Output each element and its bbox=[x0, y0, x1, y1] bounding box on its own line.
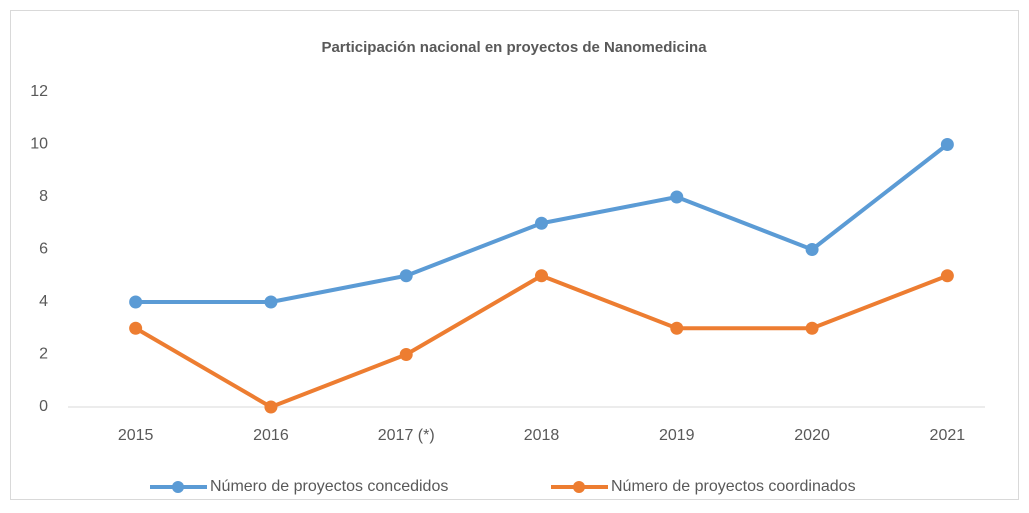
y-tick-label: 4 bbox=[39, 293, 48, 310]
x-tick-label: 2017 (*) bbox=[378, 427, 435, 444]
point bbox=[940, 138, 954, 151]
y-tick-label: 12 bbox=[30, 83, 48, 100]
legend-marker bbox=[172, 481, 184, 493]
point bbox=[670, 321, 684, 335]
x-tick-label: 2019 bbox=[659, 427, 695, 444]
x-tick-label: 2015 bbox=[118, 427, 154, 444]
point bbox=[805, 243, 819, 256]
y-tick-label: 8 bbox=[39, 188, 48, 205]
point bbox=[535, 269, 548, 283]
y-tick-label: 0 bbox=[39, 398, 48, 415]
point bbox=[264, 400, 278, 414]
y-tick-label: 2 bbox=[39, 346, 48, 363]
legend-marker bbox=[573, 481, 585, 493]
point bbox=[535, 216, 548, 230]
y-tick-label: 6 bbox=[39, 241, 48, 258]
x-tick-label: 2020 bbox=[794, 427, 830, 444]
point bbox=[129, 321, 143, 335]
point bbox=[805, 321, 819, 335]
chart-title: Participación nacional en proyectos de N… bbox=[321, 39, 707, 56]
point bbox=[264, 295, 278, 309]
x-tick-label: 2018 bbox=[524, 427, 560, 444]
x-tick-label: 2016 bbox=[253, 427, 289, 444]
chart-border bbox=[10, 10, 1019, 500]
x-tick-label: 2021 bbox=[930, 427, 966, 444]
point bbox=[399, 269, 413, 283]
point bbox=[129, 295, 143, 309]
y-tick-label: 10 bbox=[30, 136, 48, 153]
point bbox=[940, 269, 954, 283]
legend-label: Número de proyectos coordinados bbox=[611, 478, 856, 495]
point bbox=[670, 190, 684, 204]
point bbox=[399, 348, 413, 361]
legend-label: Número de proyectos concedidos bbox=[210, 478, 448, 495]
